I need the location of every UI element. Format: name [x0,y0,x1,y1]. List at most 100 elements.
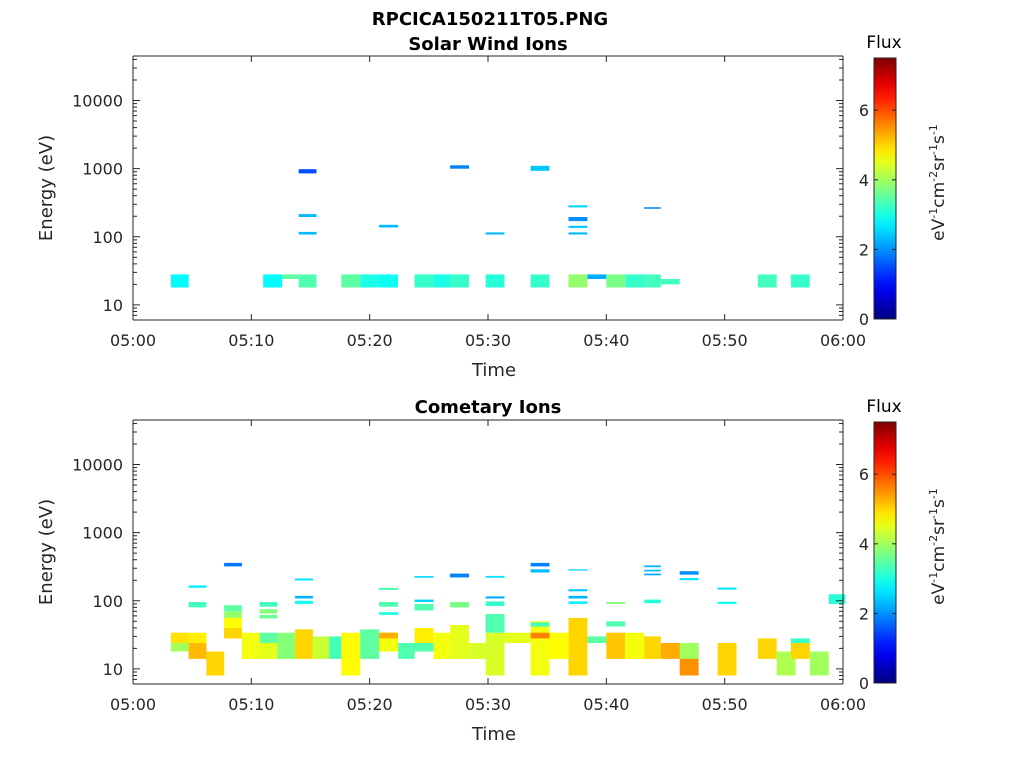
x-tick-label: 05:30 [465,695,511,714]
heatmap-cell [757,274,777,288]
figure-title: RPCICA150211T05.PNG [372,9,608,30]
heatmap-cell [433,274,451,288]
heatmap-cell [277,632,296,659]
heatmap-cell [568,232,588,235]
heatmap-cell [298,169,317,174]
heatmap-cell [188,602,207,608]
heatmap-cell [450,165,469,169]
x-tick-label: 06:00 [820,331,866,350]
heatmap-cell [433,632,451,659]
heatmap-cell [485,614,505,633]
heatmap-cell [259,609,278,614]
x-tick-label: 05:20 [347,695,393,714]
heatmap-cell [485,596,505,599]
heatmap-cell [530,632,550,639]
heatmap-cell [379,587,398,590]
heatmap-cell [790,638,810,643]
heatmap-cell [206,651,225,676]
colorbar-tick-label: 0 [859,674,869,693]
heatmap-cell [414,599,434,602]
heatmap-cell [568,225,588,228]
heatmap-cell [644,573,661,576]
heatmap-cell [644,274,661,288]
colorbar: 0 2 4 6 Flux eV-1cm-2sr-1s-1 [859,397,949,693]
heatmap-cell [568,595,588,599]
heatmap-cell [224,627,242,639]
heatmap-cell [530,621,550,676]
heatmap-cell [414,643,434,652]
heatmap-cell [790,643,810,659]
x-tick-label: 05:30 [465,331,511,350]
heatmap-cell [717,601,737,604]
heatmap-cell [568,274,588,288]
heatmap-cell [530,569,550,573]
heatmap-cell [644,569,661,572]
heatmap-cell [224,605,242,612]
heatmap-cell [298,214,317,217]
colorbar-units: eV-1cm-2sr-1s-1 [927,124,949,241]
heatmap-cell [360,274,380,288]
panel-title: Cometary Ions [415,397,562,418]
heatmap-cell [587,274,607,279]
y-axis-label: Energy (eV) [36,135,57,241]
heatmap-cell [679,571,699,575]
heatmap-cell [341,274,361,288]
heatmap-cell [188,643,207,659]
heatmap-cell [414,627,434,643]
heatmap-cell [188,632,207,643]
heatmap-cell [644,565,661,568]
x-axis-label: Time [471,360,516,381]
heatmap-cell [341,632,361,676]
panel-title: Solar Wind Ions [408,34,567,55]
heatmap-cell [170,274,189,288]
heatmap-cell [644,207,661,209]
y-tick-label: 10 [103,296,123,315]
heatmap-cell [450,573,469,578]
heatmap-cell [379,274,398,288]
heatmap-cell [717,643,737,676]
colorbar-tick-label: 4 [859,171,869,190]
heatmap-cell [259,632,278,643]
heatmap-cell [263,274,283,288]
heatmap-cell [790,274,810,288]
heatmap-cell [259,614,278,619]
heatmap-cell [549,632,569,659]
heatmap-cell [568,569,588,571]
x-tick-label: 06:00 [820,695,866,714]
heatmap-cell [295,578,313,581]
heatmap-cell [360,629,380,659]
heatmap-cells [170,165,810,288]
x-tick-label: 05:10 [228,695,274,714]
heatmap-cell [625,632,645,659]
heatmap-cell [259,602,278,607]
heatmap-cell [485,601,505,606]
heatmap-cell [485,232,505,235]
heatmap-cell [606,274,626,288]
heatmap-cell [606,602,626,604]
colorbar-frame [873,421,897,684]
y-tick-label: 100 [92,228,123,247]
colorbar-frame [873,57,897,320]
colorbar-gradient [874,422,896,683]
heatmap-cell [530,622,550,627]
heatmap-cell [485,575,505,578]
heatmap-cell [450,602,469,608]
heatmap-cell [282,274,299,279]
y-tick-label: 1000 [82,524,123,543]
heatmap-cell [241,632,260,659]
heatmap-cell [379,612,398,615]
colorbar-title: Flux [866,397,901,417]
heatmap-cell [568,601,588,604]
heatmap-cell [717,587,737,590]
colorbar: 0 2 4 6 Flux eV-1cm-2sr-1s-1 [859,33,949,329]
heatmap-cell [469,643,486,659]
colorbar-title: Flux [866,33,901,53]
colorbar-gradient [874,58,896,319]
x-tick-label: 05:50 [702,695,748,714]
heatmap-cell [809,651,829,676]
heatmap-cell [450,625,469,659]
x-tick-label: 05:40 [583,331,629,350]
heatmap-cell [450,274,469,288]
x-tick-label: 05:20 [347,331,393,350]
